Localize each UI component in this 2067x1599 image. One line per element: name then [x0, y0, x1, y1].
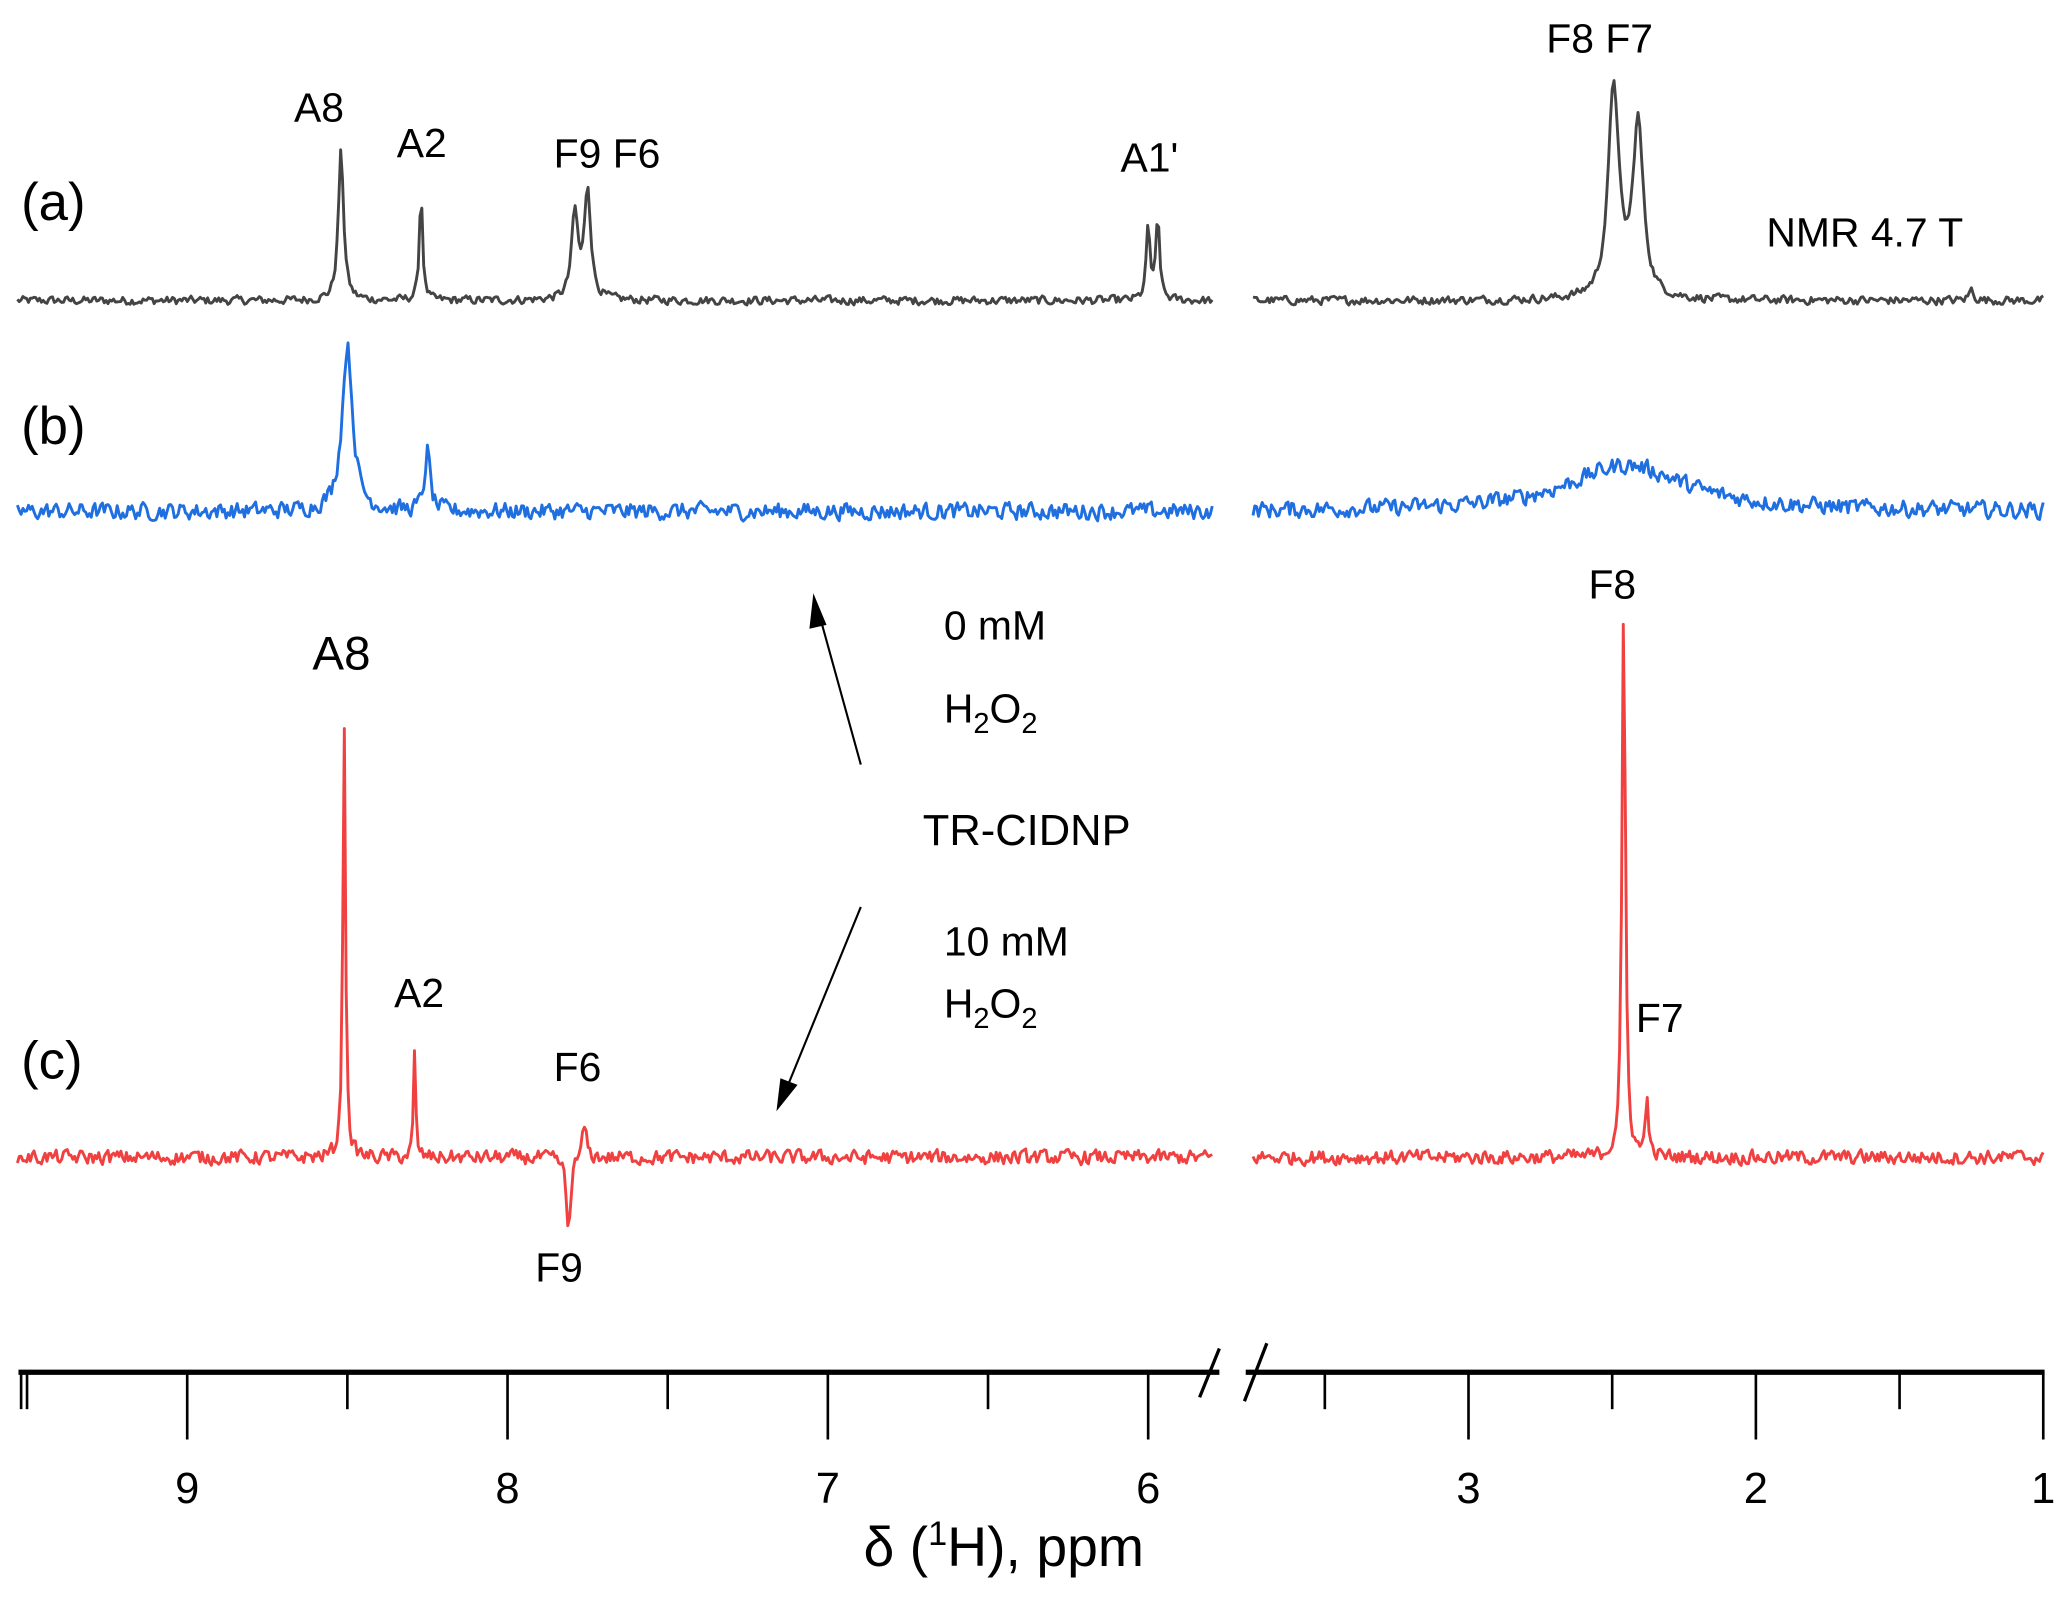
- x-tick-label: 3: [1456, 1465, 1480, 1513]
- x-axis-ticks: 9 8 7 6 3 2 1: [19, 1372, 2055, 1513]
- trace-label-b: (b): [21, 397, 85, 456]
- peak-label-a-A2: A2: [397, 120, 447, 166]
- peak-label-c-F6: F6: [554, 1044, 602, 1090]
- x-axis-title: δ (1H), ppm: [863, 1515, 1144, 1578]
- h2o2-label-bottom: H2O2: [944, 981, 1038, 1036]
- conc-0mM-label: 0 mM: [944, 602, 1046, 648]
- spectra-traces: [16, 79, 2045, 1228]
- spectrum-trace-a-segment-1: [16, 148, 1214, 307]
- peak-label-c-F8: F8: [1588, 561, 1636, 607]
- peak-label-a-F9F6: F9 F6: [554, 130, 661, 176]
- x-tick-label: 9: [175, 1465, 199, 1513]
- x-tick-label: 1: [2031, 1465, 2055, 1513]
- method-label: TR-CIDNP: [923, 807, 1131, 855]
- spectrum-trace-a-segment-2: [1252, 79, 2044, 307]
- peak-label-a-A8: A8: [294, 84, 344, 130]
- arrow-up-icon: [809, 593, 862, 765]
- x-tick-label: 6: [1136, 1465, 1160, 1513]
- axis-break-icon: [1198, 1342, 1269, 1402]
- x-tick-label: 2: [1744, 1465, 1768, 1513]
- arrow-down-icon: [776, 906, 862, 1112]
- peak-label-c-F7: F7: [1636, 995, 1684, 1041]
- peak-label-a-F8F7: F8 F7: [1546, 16, 1653, 62]
- field-label: NMR 4.7 T: [1766, 210, 1963, 256]
- trace-label-a: (a): [21, 173, 85, 232]
- peak-label-c-A8: A8: [312, 628, 370, 681]
- spectrum-trace-c-segment-1: [16, 727, 1213, 1228]
- x-tick-label: 7: [816, 1465, 840, 1513]
- conc-10mM-label: 10 mM: [944, 919, 1069, 965]
- trace-label-c: (c): [21, 1031, 82, 1090]
- peak-label-a-A1prime: A1': [1121, 134, 1179, 180]
- x-tick-label: 8: [495, 1465, 519, 1513]
- h2o2-label-top: H2O2: [944, 685, 1038, 740]
- spectrum-trace-c-segment-2: [1251, 622, 2045, 1168]
- spectrum-trace-b-segment-1: [16, 341, 1214, 523]
- peak-label-c-F9: F9: [535, 1244, 583, 1290]
- x-axis: 9 8 7 6 3 2 1 δ (1H), ppm: [18, 1342, 2055, 1578]
- spectrum-trace-b-segment-2: [1251, 457, 2045, 521]
- peak-label-c-A2: A2: [394, 970, 444, 1016]
